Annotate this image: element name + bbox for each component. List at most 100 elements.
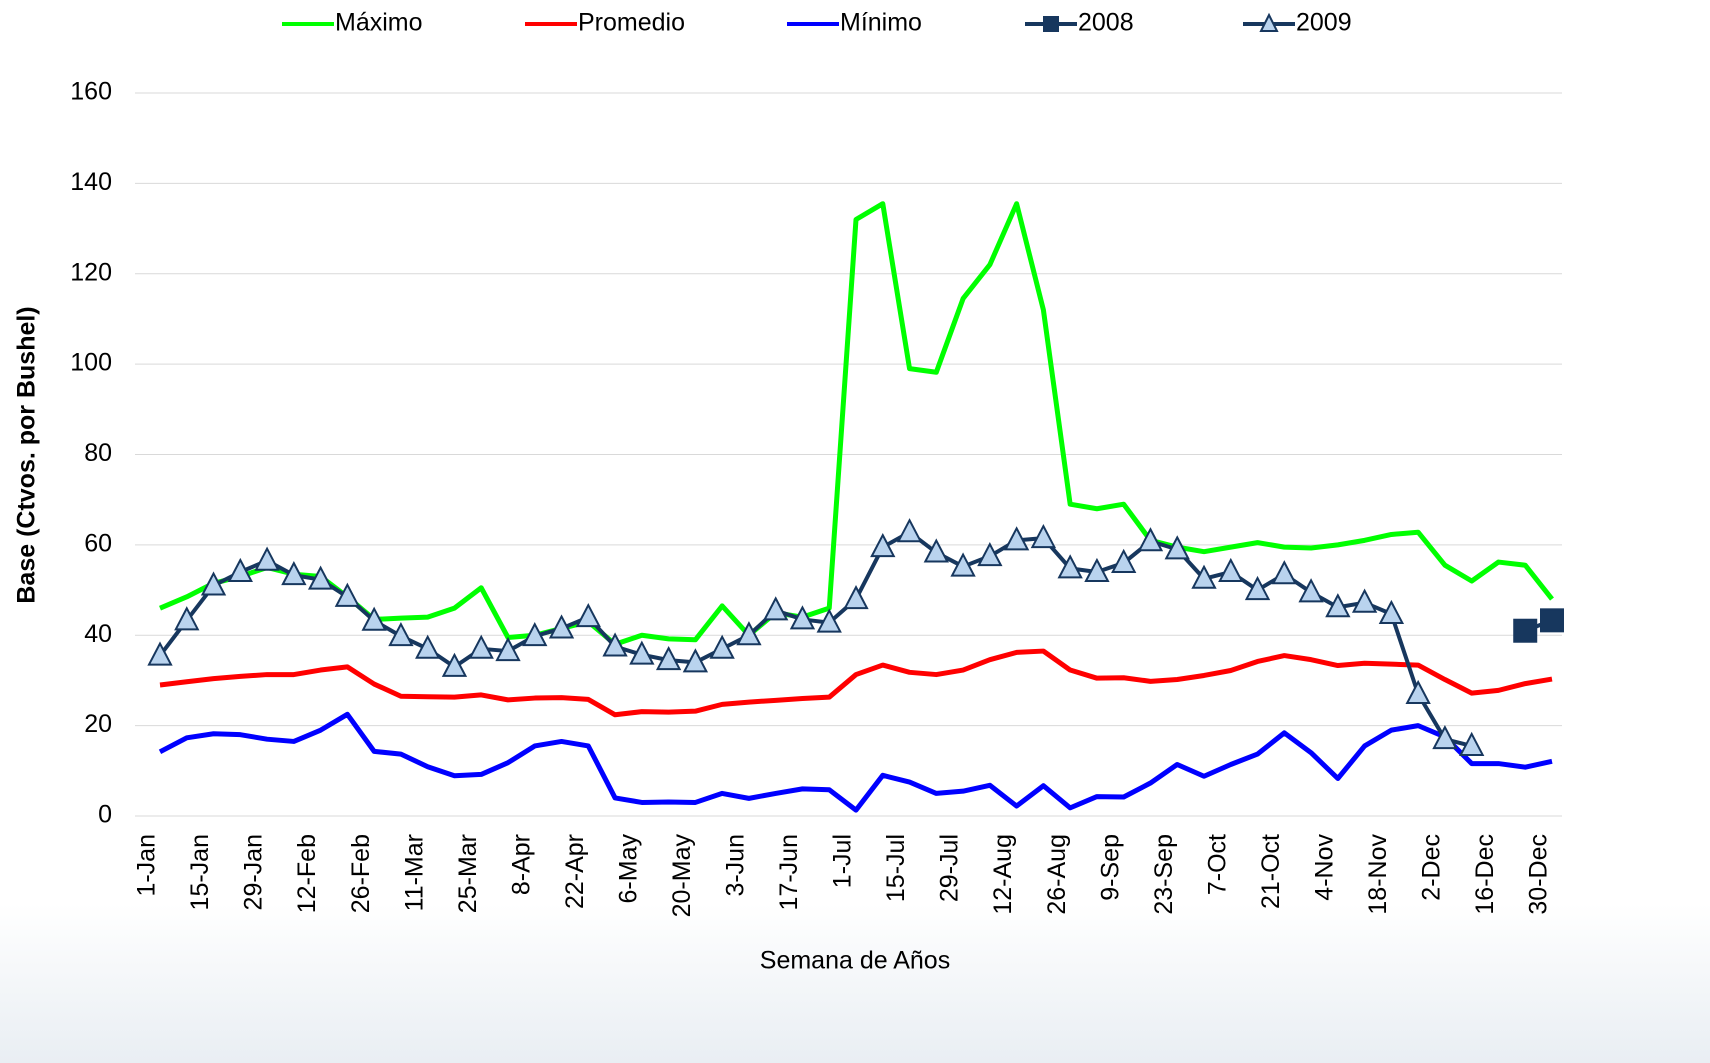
- marker: [1057, 554, 1083, 579]
- marker: [200, 571, 227, 596]
- x-axis-label: Semana de Años: [760, 947, 950, 975]
- legend-label: 2009: [1296, 9, 1352, 37]
- legend-label: 2008: [1078, 9, 1134, 37]
- legend-label: Mínimo: [840, 9, 922, 37]
- marker: [1191, 564, 1217, 589]
- marker: [1432, 725, 1458, 750]
- x-tick-label: 12-Feb: [293, 834, 321, 913]
- series-line: [159, 648, 1553, 718]
- marker: [1218, 557, 1244, 582]
- marker: [388, 621, 414, 647]
- y-axis-label: Base (Ctvos. por Bushel): [13, 306, 41, 603]
- x-tick-label: 17-Jun: [775, 834, 803, 910]
- marker: [1084, 557, 1110, 582]
- marker: [575, 603, 601, 628]
- marker: [227, 557, 253, 582]
- x-tick-label: 30-Dec: [1525, 834, 1553, 915]
- marker: [896, 518, 923, 543]
- marker: [843, 584, 869, 610]
- marker: [1513, 618, 1538, 643]
- marker: [1325, 593, 1351, 618]
- marker: [1271, 560, 1297, 585]
- x-tick-label: 1-Jul: [829, 834, 857, 888]
- marker: [1003, 526, 1030, 551]
- y-tick-label: 20: [84, 710, 112, 738]
- y-tick-label: 160: [70, 78, 112, 106]
- x-tick-label: 15-Jan: [186, 834, 214, 910]
- marker: [441, 652, 468, 677]
- marker: [923, 538, 949, 563]
- x-tick-label: 2-Dec: [1418, 834, 1446, 901]
- legend-label: Promedio: [578, 9, 685, 37]
- marker: [709, 634, 735, 659]
- marker: [415, 634, 441, 659]
- marker: [254, 546, 280, 571]
- series-line: [158, 530, 1473, 748]
- y-tick-label: 120: [70, 258, 112, 286]
- x-tick-label: 9-Sep: [1096, 834, 1124, 901]
- legend-label: Máximo: [335, 9, 423, 37]
- x-tick-label: 23-Sep: [1150, 834, 1178, 915]
- marker: [147, 641, 173, 666]
- series-line: [159, 201, 1554, 647]
- marker: [1030, 523, 1057, 549]
- marker: [1378, 599, 1405, 625]
- marker: [816, 608, 842, 633]
- marker: [548, 614, 575, 639]
- marker: [1405, 679, 1431, 704]
- marker: [281, 560, 307, 586]
- marker: [629, 640, 655, 665]
- series-line: [158, 711, 1553, 813]
- x-tick-label: 6-May: [614, 834, 642, 904]
- marker: [307, 565, 334, 590]
- x-tick-label: 18-Nov: [1364, 834, 1392, 915]
- marker: [1111, 548, 1137, 573]
- x-tick-label: 8-Apr: [507, 834, 535, 895]
- x-tick-label: 11-Mar: [400, 834, 428, 911]
- y-tick-label: 60: [84, 529, 112, 557]
- marker: [1540, 608, 1564, 633]
- legend-marker: [1043, 16, 1059, 32]
- x-tick-label: 1-Jan: [133, 834, 161, 897]
- x-tick-label: 26-Feb: [347, 834, 375, 913]
- marker: [522, 621, 548, 647]
- x-tick-label: 20-May: [668, 834, 696, 918]
- marker: [950, 552, 976, 577]
- x-tick-label: 25-Mar: [454, 834, 482, 913]
- y-tick-label: 80: [84, 439, 112, 467]
- marker: [682, 648, 709, 673]
- marker: [1298, 578, 1324, 603]
- marker: [1244, 575, 1271, 601]
- marker: [655, 645, 682, 671]
- marker: [174, 606, 200, 631]
- x-tick-label: 22-Apr: [561, 834, 589, 909]
- marker: [977, 542, 1003, 567]
- y-tick-label: 40: [84, 620, 112, 648]
- marker: [1164, 535, 1190, 560]
- x-tick-label: 12-Aug: [989, 834, 1017, 915]
- marker: [1351, 588, 1378, 613]
- x-tick-label: 26-Aug: [1043, 834, 1071, 915]
- x-tick-label: 16-Dec: [1471, 834, 1499, 915]
- marker: [736, 621, 762, 646]
- marker: [468, 634, 494, 659]
- marker: [789, 605, 816, 630]
- y-tick-label: 0: [98, 801, 112, 829]
- marker: [1137, 527, 1164, 552]
- x-tick-label: 3-Jun: [722, 834, 750, 897]
- x-tick-label: 29-Jan: [240, 834, 268, 910]
- y-tick-label: 140: [70, 168, 112, 196]
- marker: [602, 632, 628, 657]
- marker: [1459, 731, 1485, 756]
- marker: [870, 532, 896, 558]
- y-tick-label: 100: [70, 349, 112, 377]
- x-tick-label: 21-Oct: [1257, 834, 1285, 909]
- marker: [361, 606, 387, 631]
- marker: [495, 636, 521, 662]
- marker: [763, 596, 789, 621]
- x-tick-label: 15-Jul: [882, 834, 910, 902]
- legend-marker: [1259, 12, 1279, 32]
- x-tick-label: 29-Jul: [936, 834, 964, 902]
- marker: [334, 582, 361, 607]
